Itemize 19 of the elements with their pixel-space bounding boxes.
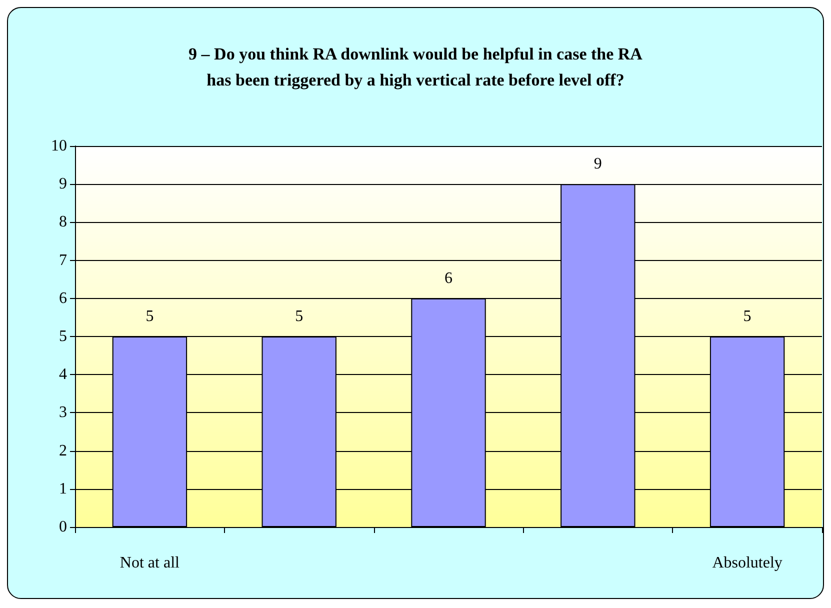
- y-tick-label: 4: [59, 366, 67, 384]
- x-tick-label: Absolutely: [712, 554, 782, 572]
- y-tick-label: 1: [59, 480, 67, 498]
- y-tick-label: 8: [59, 214, 67, 231]
- y-tick-label: 7: [59, 252, 67, 269]
- data-label: 5: [146, 308, 154, 325]
- data-label: 5: [743, 308, 752, 325]
- y-tick-label: 6: [59, 290, 67, 307]
- y-tick-label: 9: [59, 176, 67, 193]
- data-label: 6: [444, 270, 452, 287]
- y-tick-label: 0: [59, 518, 67, 536]
- y-tick-label: 2: [59, 442, 67, 460]
- y-tick-label: 5: [59, 328, 67, 345]
- x-tick-label: Not at all: [120, 554, 180, 572]
- chart-title: 9 – Do you think RA downlink would be helpful in case the RA has been triggered by a high vertical rate before level off?: [188, 44, 644, 90]
- data-label: 5: [295, 308, 304, 325]
- y-tick-label: 3: [59, 404, 67, 422]
- data-label: 9: [594, 156, 602, 173]
- y-tick-label: 10: [51, 138, 67, 154]
